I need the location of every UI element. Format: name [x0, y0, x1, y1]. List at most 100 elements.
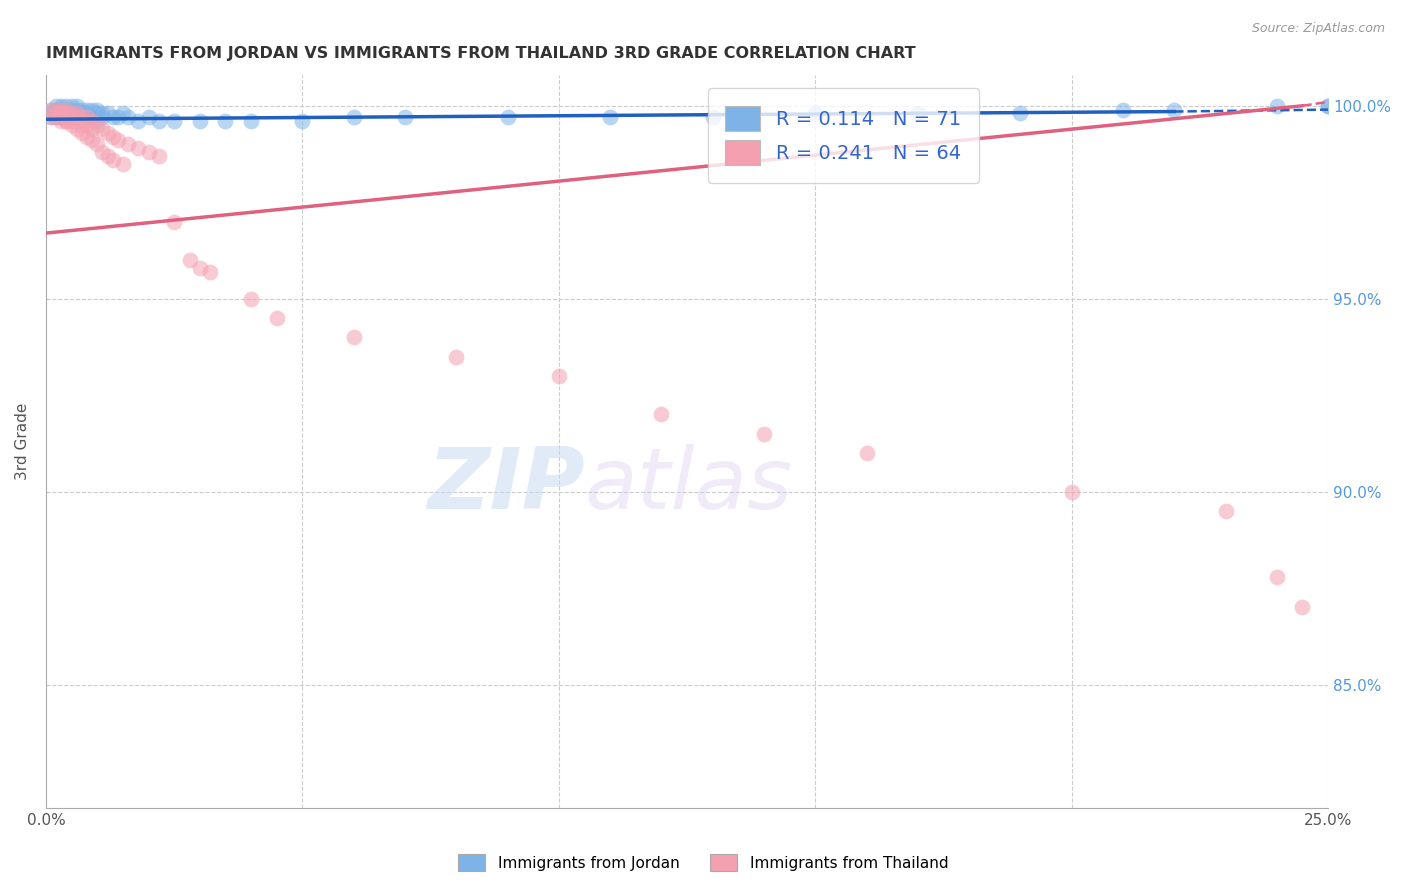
- Point: [70, 114, 93, 128]
- Point: [163, 114, 186, 128]
- Point: [111, 156, 134, 170]
- Point: [60, 114, 83, 128]
- Point: [66, 106, 89, 120]
- Point: [51, 103, 73, 117]
- Point: [76, 111, 98, 125]
- Point: [66, 111, 89, 125]
- Point: [82, 103, 104, 117]
- Point: [650, 408, 672, 422]
- Point: [96, 149, 118, 163]
- Point: [45, 103, 67, 117]
- Point: [91, 122, 114, 136]
- Point: [51, 106, 73, 120]
- Point: [51, 114, 73, 128]
- Point: [1265, 99, 1288, 113]
- Point: [70, 126, 93, 140]
- Point: [39, 103, 62, 117]
- Point: [66, 103, 89, 117]
- Point: [86, 106, 108, 120]
- Point: [76, 111, 98, 125]
- Point: [39, 111, 62, 125]
- Point: [55, 111, 77, 125]
- Point: [1060, 484, 1083, 499]
- Point: [82, 114, 104, 128]
- Point: [45, 103, 67, 117]
- Point: [907, 106, 929, 120]
- Point: [1317, 99, 1340, 113]
- Point: [138, 145, 160, 159]
- Text: Source: ZipAtlas.com: Source: ZipAtlas.com: [1251, 22, 1385, 36]
- Y-axis label: 3rd Grade: 3rd Grade: [15, 403, 30, 480]
- Point: [51, 111, 73, 125]
- Point: [82, 133, 104, 147]
- Point: [66, 99, 89, 113]
- Point: [291, 114, 314, 128]
- Point: [51, 103, 73, 117]
- Point: [86, 103, 108, 117]
- Point: [60, 106, 83, 120]
- Point: [45, 106, 67, 120]
- Text: IMMIGRANTS FROM JORDAN VS IMMIGRANTS FROM THAILAND 3RD GRADE CORRELATION CHART: IMMIGRANTS FROM JORDAN VS IMMIGRANTS FRO…: [46, 46, 915, 62]
- Point: [804, 106, 827, 120]
- Point: [179, 253, 201, 268]
- Point: [51, 111, 73, 125]
- Point: [45, 106, 67, 120]
- Point: [86, 114, 108, 128]
- Point: [138, 111, 160, 125]
- Point: [496, 111, 519, 125]
- Point: [55, 106, 77, 120]
- Point: [855, 446, 877, 460]
- Point: [1010, 106, 1032, 120]
- Point: [51, 111, 73, 125]
- Point: [60, 103, 83, 117]
- Point: [70, 111, 93, 125]
- Point: [55, 103, 77, 117]
- Point: [96, 126, 118, 140]
- Point: [55, 99, 77, 113]
- Point: [148, 114, 170, 128]
- Point: [127, 141, 149, 155]
- Point: [82, 111, 104, 125]
- Point: [55, 111, 77, 125]
- Point: [55, 103, 77, 117]
- Point: [101, 153, 124, 167]
- Point: [51, 111, 73, 125]
- Point: [66, 111, 89, 125]
- Point: [127, 114, 149, 128]
- Point: [107, 133, 129, 147]
- Point: [547, 368, 569, 383]
- Point: [1265, 569, 1288, 583]
- Point: [86, 137, 108, 152]
- Point: [45, 103, 67, 117]
- Point: [76, 118, 98, 132]
- Point: [60, 111, 83, 125]
- Point: [394, 111, 416, 125]
- Point: [101, 111, 124, 125]
- Text: ZIP: ZIP: [427, 444, 585, 527]
- Legend: R = 0.114   N = 71, R = 0.241   N = 64: R = 0.114 N = 71, R = 0.241 N = 64: [709, 88, 979, 183]
- Point: [446, 350, 468, 364]
- Point: [752, 426, 775, 441]
- Point: [198, 265, 221, 279]
- Point: [1112, 103, 1135, 117]
- Text: atlas: atlas: [585, 444, 793, 527]
- Point: [96, 106, 118, 120]
- Point: [66, 114, 89, 128]
- Point: [148, 149, 170, 163]
- Point: [70, 106, 93, 120]
- Point: [76, 103, 98, 117]
- Point: [45, 99, 67, 113]
- Point: [45, 106, 67, 120]
- Point: [266, 310, 288, 325]
- Point: [39, 106, 62, 120]
- Point: [76, 129, 98, 144]
- Point: [55, 106, 77, 120]
- Point: [55, 114, 77, 128]
- Point: [343, 111, 366, 125]
- Point: [188, 114, 211, 128]
- Point: [39, 111, 62, 125]
- Point: [111, 106, 134, 120]
- Point: [1291, 600, 1313, 615]
- Point: [60, 99, 83, 113]
- Point: [45, 111, 67, 125]
